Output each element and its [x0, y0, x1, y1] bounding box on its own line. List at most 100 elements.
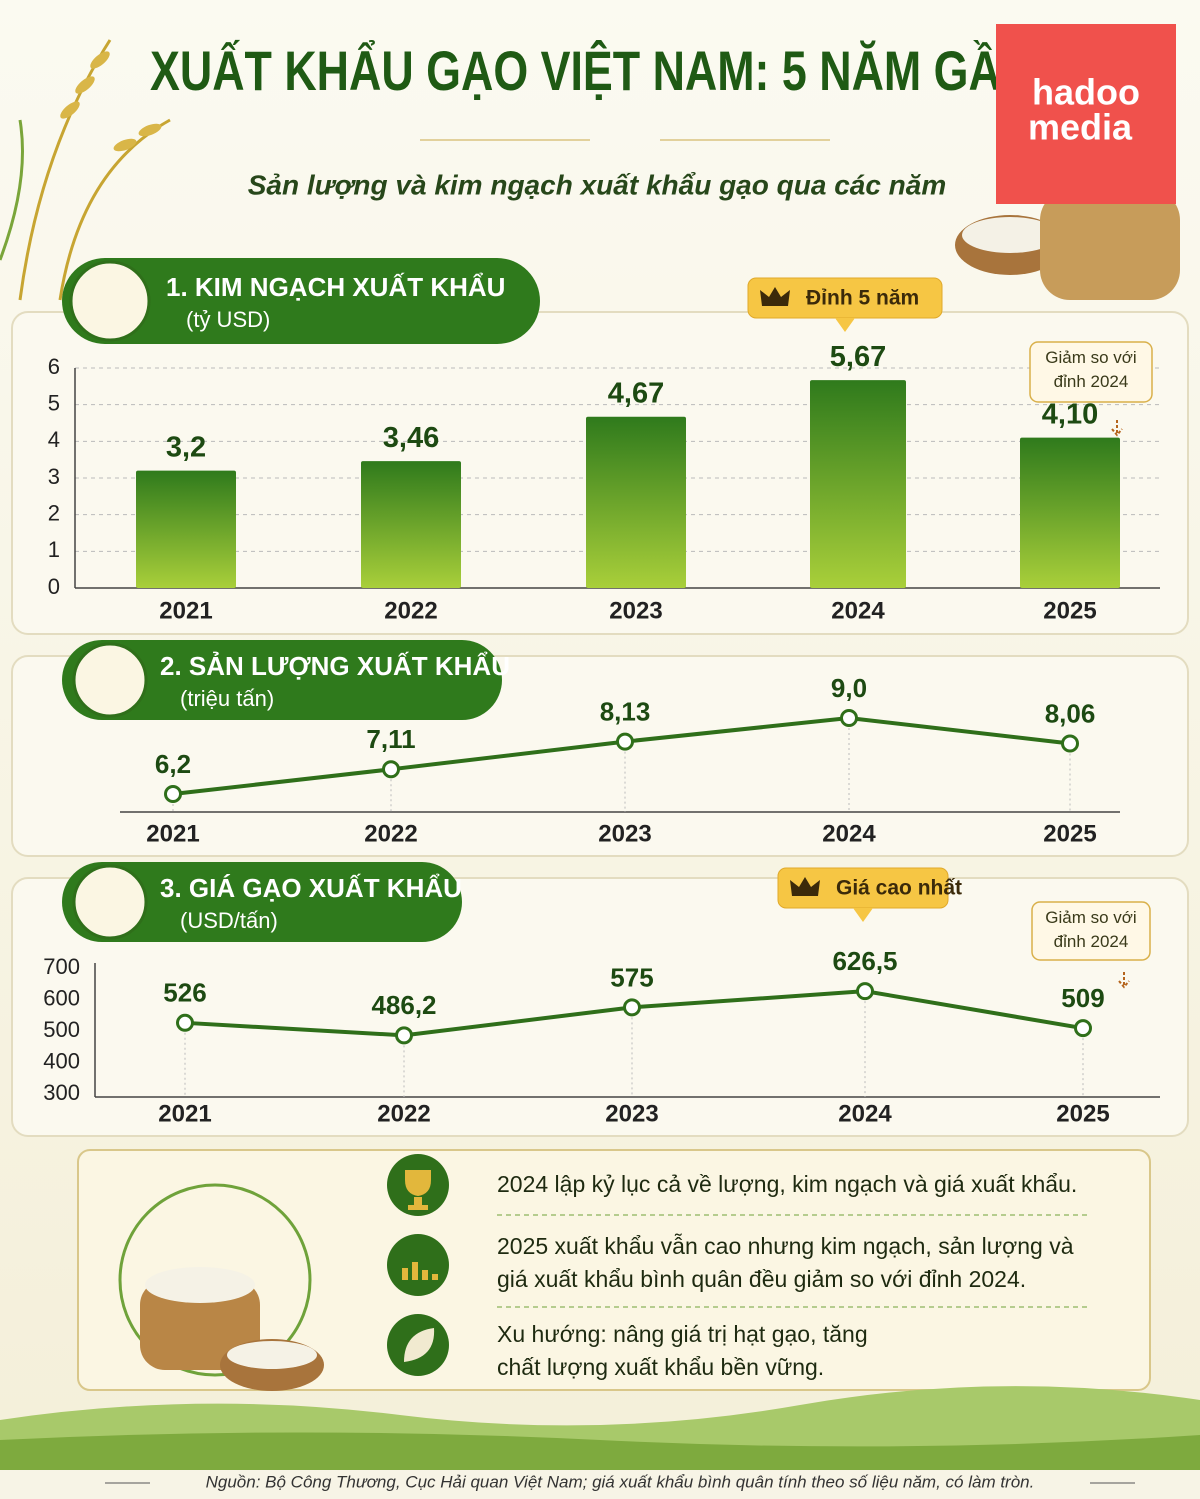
leaf: [404, 1328, 435, 1362]
point: [623, 998, 641, 1017]
x-tick-label: 2021: [159, 597, 212, 624]
x-tick-label: 2025: [1043, 820, 1096, 847]
annotation-text: Giảm so với đỉnh 2024: [1045, 348, 1137, 391]
value-label: 9,0: [831, 673, 867, 703]
point: [856, 982, 874, 1001]
logo-text: media: [1028, 107, 1133, 148]
point: [164, 785, 182, 803]
y-tick-label: 500: [43, 1017, 80, 1042]
x-tick-label: 2022: [384, 597, 437, 624]
bar: [136, 470, 236, 588]
point: [176, 1013, 194, 1032]
insight-text: 2025 xuất khẩu vẫn cao nhưng kim ngạch, …: [497, 1233, 1074, 1292]
value-label: 486,2: [371, 990, 436, 1020]
x-tick-label: 2022: [377, 1100, 430, 1127]
chart-icon: [72, 642, 148, 718]
chart-title: 1. KIM NGẠCH XUẤT KHẨU: [166, 272, 505, 302]
value-label: 626,5: [832, 946, 897, 976]
down-arrow: [1111, 420, 1123, 437]
chart-icon: [69, 260, 151, 342]
annotation-box: [1029, 341, 1153, 403]
x-tick-label: 2024: [831, 597, 885, 624]
value-label: 575: [610, 962, 653, 992]
point: [840, 709, 858, 727]
y-tick-label: 2: [48, 500, 60, 525]
annotation-text: Giảm so với đỉnh 2024: [1045, 908, 1137, 951]
y-tick-label: 700: [43, 954, 80, 979]
value-label: 526: [163, 978, 206, 1008]
insight: 2025 xuất khẩu vẫn cao nhưng kim ngạch, …: [497, 1233, 1074, 1292]
chart-panel: [11, 877, 1189, 1137]
chart-down: [402, 1262, 438, 1280]
crown: [790, 877, 820, 896]
value-label: 7,11: [366, 724, 415, 754]
rice-sack: [140, 1280, 260, 1370]
fields: [0, 1432, 1200, 1470]
rice-grains: [60, 51, 162, 152]
trophy: [405, 1170, 431, 1210]
down-arrow: [1118, 972, 1130, 989]
badge-text: Đỉnh 5 năm: [806, 287, 919, 310]
x-tick-label: 2025: [1043, 597, 1096, 624]
point: [1074, 1019, 1092, 1038]
decor-circle: [118, 1183, 312, 1377]
chart-subtitle: (USD/tấn): [180, 908, 278, 933]
value-label: 3,46: [383, 422, 439, 454]
chart-title: 3. GIÁ GẠO XUẤT KHẨU: [160, 873, 462, 903]
bar: [586, 416, 686, 588]
x-tick-label: 2023: [598, 820, 651, 847]
y-tick-label: 3: [48, 464, 60, 489]
bar: [1020, 437, 1120, 588]
insights-panel: [77, 1149, 1151, 1391]
insight: 2024 lập kỷ lục cả về lượng, kim ngạch v…: [497, 1171, 1078, 1197]
badge-text: Giá cao nhất: [836, 877, 962, 900]
badge-pointer: [835, 318, 855, 332]
value-label: 4,67: [608, 377, 664, 409]
x-tick-label: 2021: [158, 1100, 211, 1127]
insight-text: Xu hướng: nâng giá trị hạt gạo, tăng chấ…: [497, 1321, 868, 1380]
rice: [145, 1267, 255, 1303]
x-tick-label: 2022: [364, 820, 417, 847]
chart-subtitle: (triệu tấn): [180, 686, 274, 711]
value-label: 6,2: [155, 749, 191, 779]
rice-sack: [1040, 190, 1180, 300]
x-tick-label: 2021: [146, 820, 199, 847]
annotation: Giảm so với đỉnh 2024: [1045, 348, 1137, 391]
crown: [760, 287, 790, 306]
insight-text: 2024 lập kỷ lục cả về lượng, kim ngạch v…: [497, 1171, 1078, 1197]
x-tick-label: 2024: [822, 820, 876, 847]
chart-icon: [72, 864, 148, 940]
bar: [810, 380, 906, 588]
annotation: Giảm so với đỉnh 2024: [1045, 908, 1137, 951]
value-label: 509: [1061, 983, 1104, 1013]
chart-header: [62, 640, 502, 720]
value-label: 4,10: [1042, 398, 1098, 430]
footer-band: [0, 1470, 1200, 1499]
y-tick-label: 5: [48, 390, 60, 415]
x-tick-label: 2023: [605, 1100, 658, 1127]
annotation-box: [1031, 901, 1151, 961]
point: [395, 1026, 413, 1045]
chart-header: [62, 258, 540, 344]
rice: [962, 217, 1058, 253]
value-label: 3,2: [166, 431, 206, 463]
subtitle: Sản lượng và kim ngạch xuất khẩu gạo qua…: [248, 169, 947, 200]
value-label: 8,13: [600, 696, 651, 726]
bar: [361, 461, 461, 588]
y-tick-label: 300: [43, 1080, 80, 1105]
logo-box: [996, 24, 1176, 204]
logo-text: hadoo: [1032, 72, 1140, 113]
x-tick-label: 2023: [609, 597, 662, 624]
point: [1061, 734, 1079, 753]
value-label: 5,67: [830, 341, 886, 373]
y-tick-label: 6: [48, 354, 60, 379]
point: [382, 760, 400, 779]
rice: [227, 1341, 317, 1369]
y-tick-label: 1: [48, 537, 60, 562]
y-tick-label: 0: [48, 574, 60, 599]
insight: Xu hướng: nâng giá trị hạt gạo, tăng chấ…: [497, 1321, 868, 1380]
chart-header: [62, 862, 462, 942]
x-tick-label: 2025: [1056, 1100, 1109, 1127]
point: [616, 732, 634, 751]
